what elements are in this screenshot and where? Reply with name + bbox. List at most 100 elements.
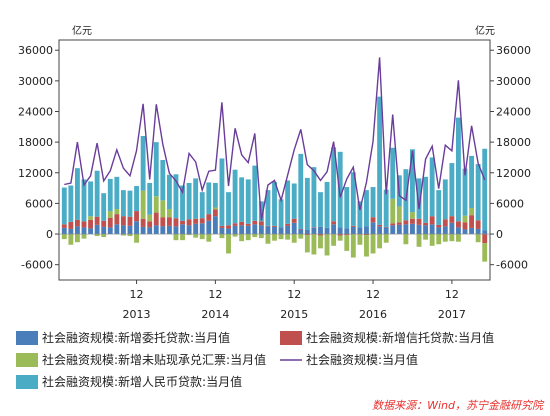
bar-segment [206, 220, 212, 235]
axes-layer: -6000 -6000 0 0 6000 6000 12000 12000 18000 18000… [18, 44, 531, 321]
bar-segment [423, 234, 429, 240]
bar-segment [318, 234, 323, 236]
bar-segment [68, 185, 74, 222]
left-y-tick-label: -6000 [21, 259, 53, 272]
legend-label: 社会融资规模:当月值 [306, 352, 418, 367]
bar-segment [252, 234, 258, 238]
bar-segment [449, 163, 455, 217]
bar-segment [377, 96, 383, 225]
bar-segment [311, 234, 317, 255]
bar-segment [390, 147, 396, 199]
right-y-axis: 亿元 [475, 24, 495, 37]
bar-segment [364, 190, 369, 227]
bar-segment [239, 225, 245, 235]
bar-segment [272, 234, 277, 241]
bar-segment [199, 192, 205, 219]
right-y-tick-label: 18000 [496, 136, 531, 149]
bar-segment [61, 227, 67, 235]
bar-segment [337, 151, 343, 228]
bar-segment [442, 179, 448, 220]
bar-segment [396, 224, 402, 235]
bar-segment [337, 227, 343, 235]
bar-segment [377, 234, 383, 249]
bar-segment [199, 218, 205, 224]
bar-segment [147, 221, 153, 228]
bar-segment [475, 164, 481, 221]
bar-segment [475, 228, 481, 235]
bar-segment [364, 234, 369, 236]
bar-segment [107, 227, 113, 235]
bar-segment [456, 117, 461, 222]
bar-segment [370, 234, 376, 254]
bar-segment [226, 225, 231, 229]
bar-segment [396, 222, 402, 225]
x-month-label: 12 [445, 288, 459, 301]
bar-segment [442, 226, 448, 235]
right-y-tick-label: 36000 [496, 44, 531, 57]
bar-segment [331, 147, 337, 222]
bar-segment [127, 234, 133, 237]
x-year-label: 2014 [201, 308, 229, 321]
bar-segment [258, 234, 264, 239]
bar-segment [114, 209, 120, 215]
bar-segment [206, 214, 212, 221]
bar-segment [291, 218, 297, 223]
bar-segment [324, 181, 330, 228]
bar-segment [173, 234, 179, 241]
bar-segment [74, 234, 80, 243]
bar-segment [278, 234, 284, 240]
bar-segment [344, 228, 350, 235]
legend-label: 社会融资规模:新增未贴现承兑汇票:当月值 [42, 352, 266, 367]
bar-segment [285, 234, 291, 240]
bar-segment [134, 186, 139, 212]
bar-segment [482, 243, 488, 262]
bar-segment [456, 234, 461, 242]
bar-segment [219, 158, 225, 226]
bar-segment [344, 187, 350, 229]
bar-segment [265, 225, 271, 227]
bar-segment [199, 223, 205, 235]
bar-segment [482, 234, 488, 244]
bar-segment [147, 227, 153, 235]
bar-segment [252, 165, 258, 221]
bar-segment [68, 228, 74, 235]
bar-segment [285, 225, 291, 235]
bar-segment [180, 220, 185, 225]
right-y-unit: 亿元 [475, 24, 495, 37]
bar-segment [331, 224, 337, 235]
left-y-unit: 亿元 [72, 24, 92, 37]
x-year-label: 2013 [123, 308, 151, 321]
bar-segment [140, 136, 146, 191]
bar-segment [101, 226, 107, 235]
bar-segment [272, 225, 277, 227]
bar-segment [311, 227, 317, 228]
bar-segment [88, 228, 93, 235]
bar-segment [107, 217, 113, 228]
bar-segment [186, 234, 192, 236]
bar-segment [383, 189, 389, 227]
bar-segment [475, 234, 481, 243]
bar-segment [232, 169, 238, 224]
bar-segment [429, 234, 435, 246]
bar-segment [212, 209, 218, 217]
bar-segment [298, 234, 304, 239]
bar-segment [114, 214, 120, 225]
bar-segment [120, 225, 126, 235]
bar-segment [226, 228, 231, 235]
bar-segment [370, 187, 376, 218]
bar-segment [350, 225, 356, 227]
bar-segment [74, 226, 80, 235]
bar-segment [153, 225, 159, 235]
bar-segment [350, 226, 356, 235]
bar-segment [344, 235, 350, 251]
plot-border [58, 39, 491, 281]
bar-segment [101, 220, 107, 227]
bar-segment [469, 208, 475, 216]
bar-segment [245, 234, 251, 241]
bar-segment [390, 223, 396, 226]
legend-label: 社会融资规模:新增委托贷款:当月值 [42, 330, 230, 345]
bar-segment [147, 214, 153, 222]
bar-segment [186, 225, 192, 235]
bar-segment [226, 234, 231, 254]
bar-segment [304, 177, 310, 230]
